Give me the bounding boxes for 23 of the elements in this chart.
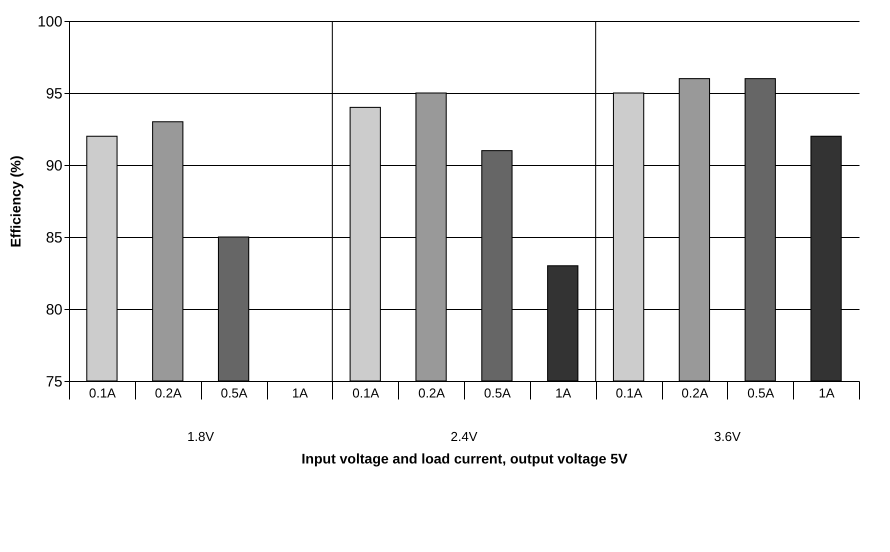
y-axis-title: Efficiency (%) [7,156,24,248]
x-tick-label: 0.5A [747,386,774,400]
y-tick-label: 90 [46,158,62,174]
y-tick-label: 85 [46,230,62,246]
x-tick-label: 1A [818,386,835,400]
x-tick-label: 0.1A [89,386,116,400]
x-axis-title: Input voltage and load current, output voltage 5V [302,450,628,466]
x-tick-label: 0.2A [682,386,709,400]
y-tick-label: 80 [46,302,62,318]
x-tick-label: 0.2A [154,386,182,400]
x-tick-label: 0.2A [418,386,446,400]
y-tick-label: 100 [37,14,62,30]
x-tick-label: 0.5A [220,386,248,400]
x-tick-label: 0.1A [616,386,643,400]
y-tick-label: 75 [46,374,62,390]
y-tick-label: 95 [46,86,62,102]
x-tick-label: 0.1A [352,386,380,400]
text: 3.6V [714,429,742,444]
x-tick-label: 1A [292,386,308,400]
x-tick-label: 0.5A [484,386,512,400]
text: 1.8V [187,429,214,444]
x-tick-label: 1A [555,386,572,400]
text: 2.4V [450,429,478,444]
